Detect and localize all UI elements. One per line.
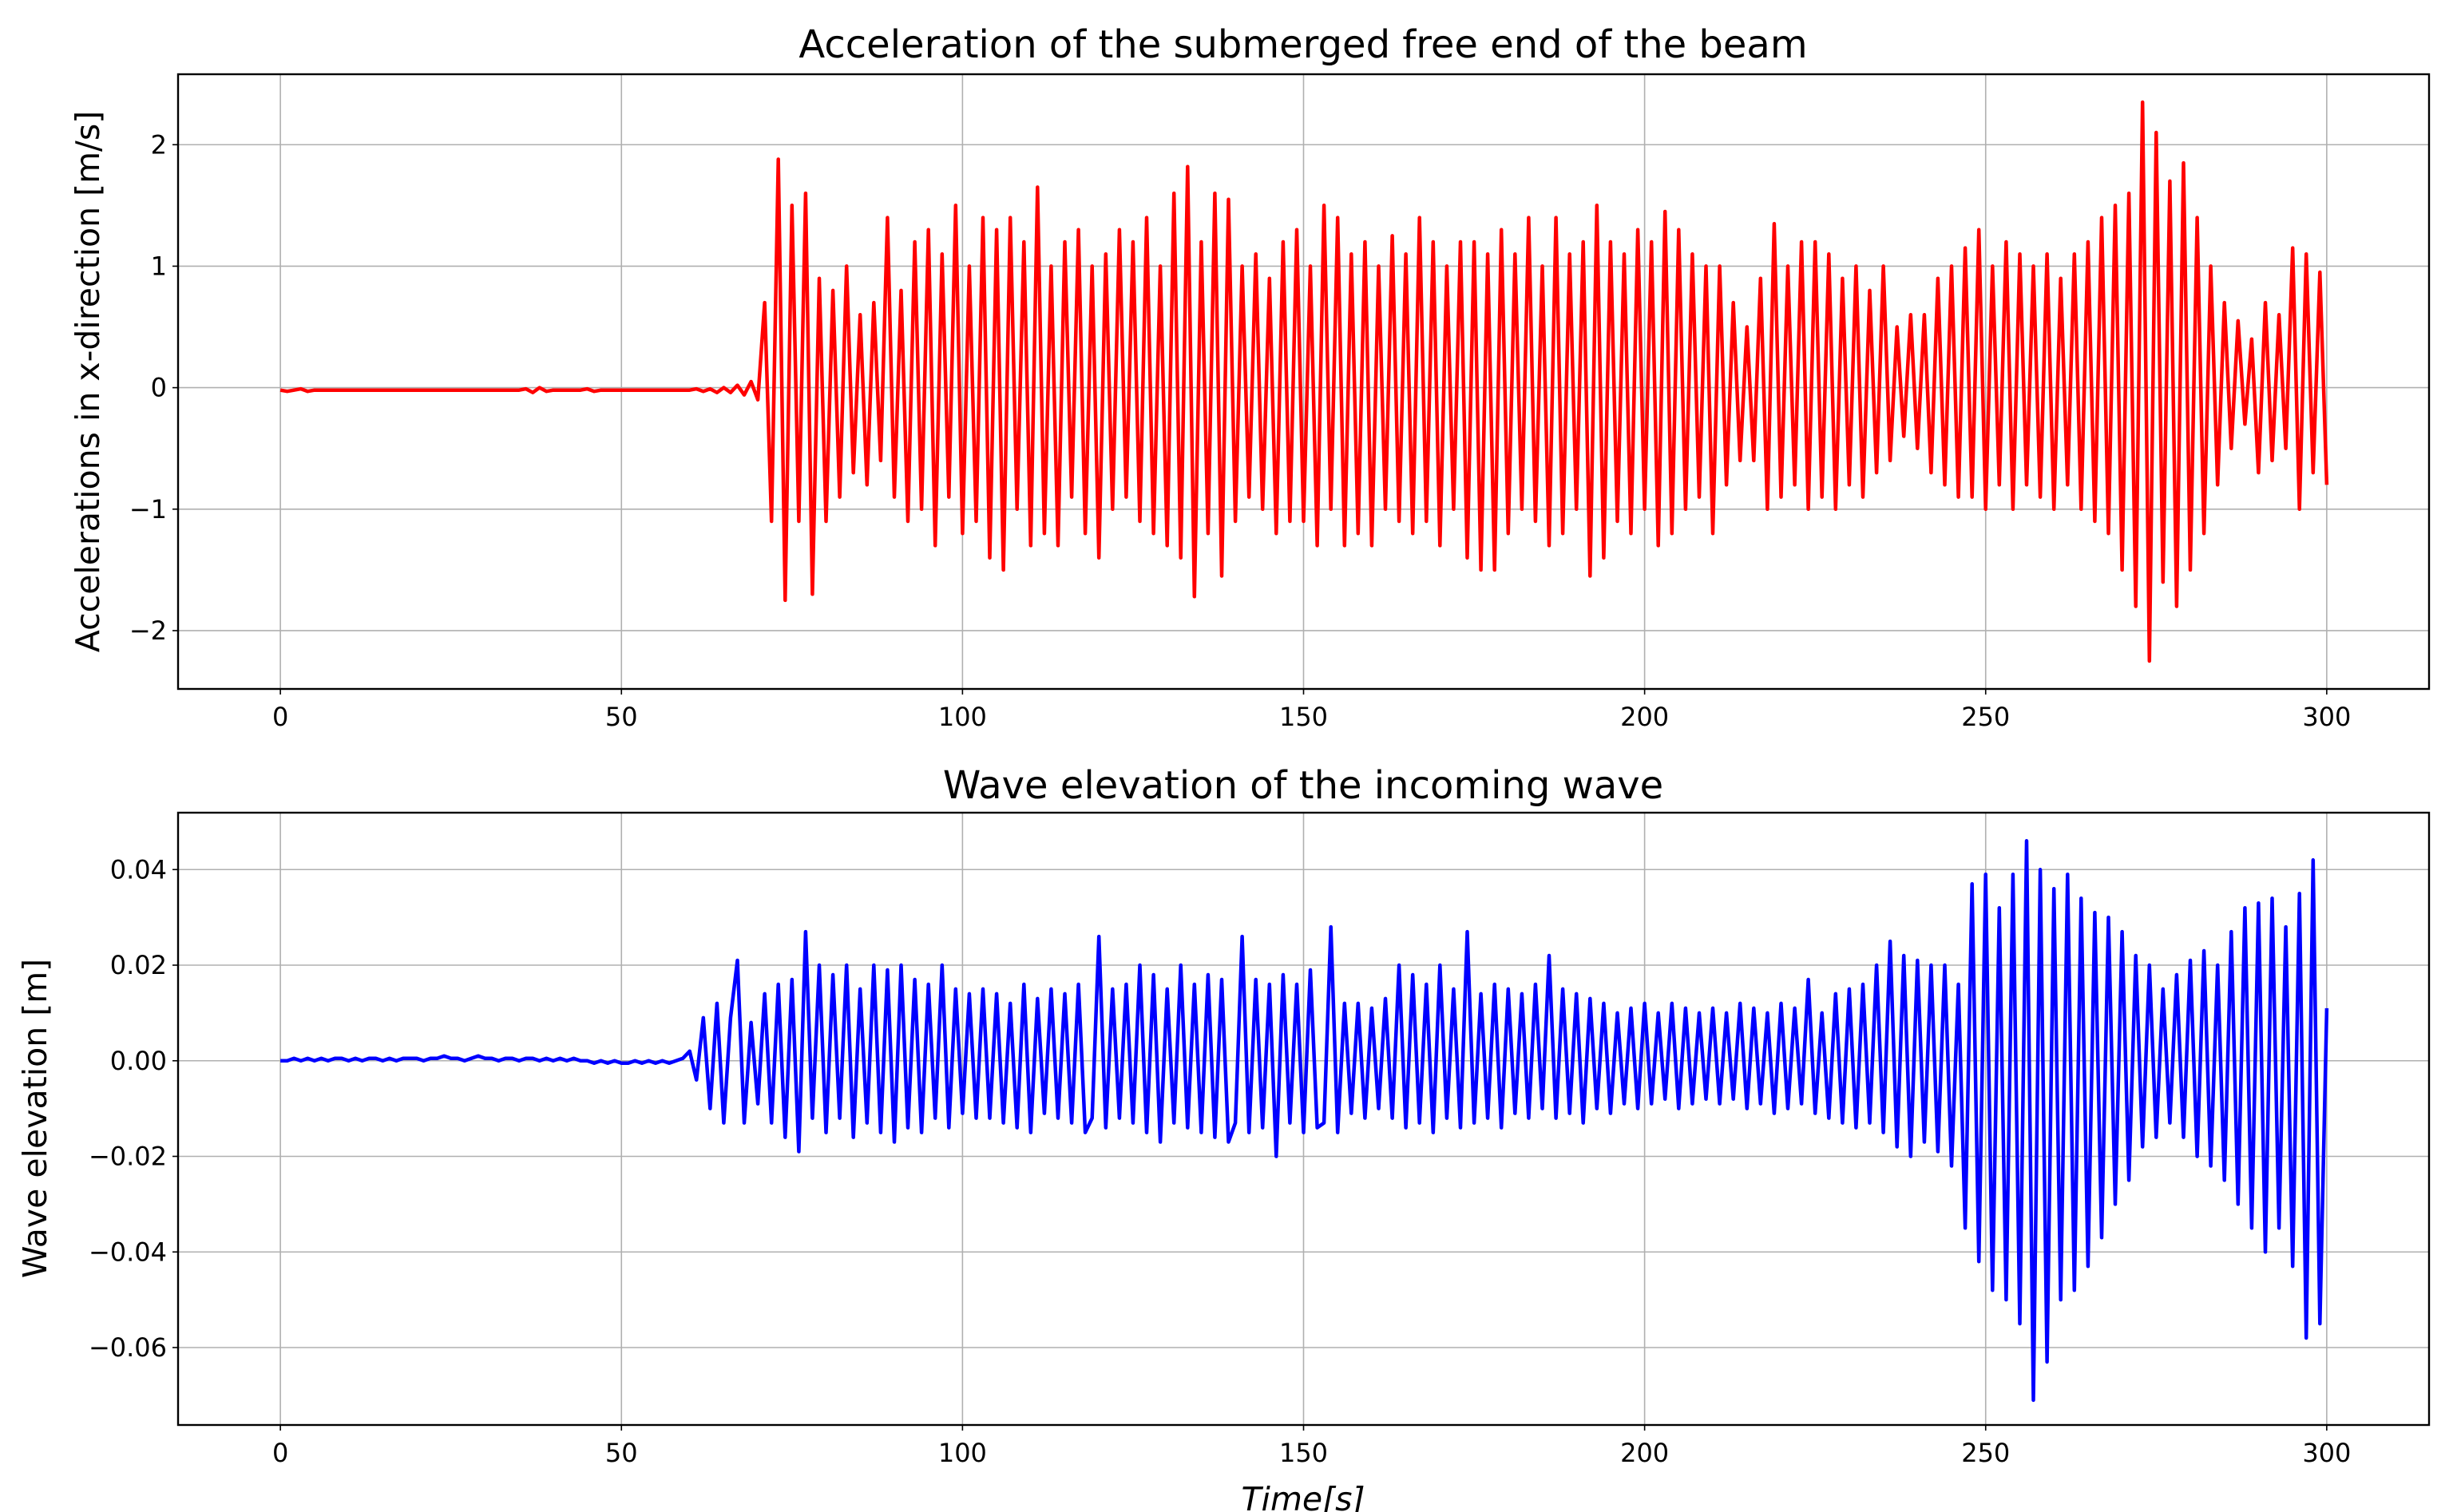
x-tick-label: 200	[1620, 702, 1669, 732]
acceleration-axes: Acceleration of the submerged free end o…	[69, 22, 2431, 732]
x-tick-label: 50	[605, 702, 638, 732]
y-axis-label: Wave elevation [m]	[16, 959, 54, 1278]
x-tick-label: 0	[272, 702, 288, 732]
x-tick-label: 250	[1961, 702, 2010, 732]
x-axis-label: Time[s]	[1242, 1480, 1365, 1512]
y-tick-label: 1	[151, 251, 167, 281]
x-tick-label: 250	[1961, 1438, 2010, 1468]
x-tick-label: 100	[938, 702, 987, 732]
y-tick-label: −1	[129, 494, 167, 524]
y-axis-label: Accelerations in x-direction [m/s]	[69, 111, 107, 652]
y-tick-label: 0.02	[110, 950, 167, 980]
x-tick-label: 200	[1620, 1438, 1669, 1468]
y-tick-label: 0	[151, 373, 167, 403]
y-tick-label: 0.04	[110, 854, 167, 885]
axes-frame	[176, 811, 2431, 1427]
y-tick-label: −0.04	[89, 1237, 167, 1267]
y-tick-label: −0.02	[89, 1142, 167, 1172]
wave-elevation-axes: Wave elevation of the incoming wave Wave…	[16, 763, 2431, 1512]
x-tick-label: 150	[1279, 702, 1328, 732]
chart-title: Wave elevation of the incoming wave	[943, 763, 1663, 808]
data-line-wave-elevation	[280, 839, 2329, 1403]
data-line-acceleration	[279, 100, 2329, 663]
y-tick-label: −2	[129, 615, 167, 646]
x-tick-label: 300	[2302, 1438, 2351, 1468]
x-tick-label: 100	[938, 1438, 987, 1468]
x-tick-label: 50	[605, 1438, 638, 1468]
chart-title: Acceleration of the submerged free end o…	[799, 22, 1807, 67]
y-tick-label: 0.00	[110, 1046, 167, 1076]
x-tick-label: 150	[1279, 1438, 1328, 1468]
x-tick-label: 300	[2302, 702, 2351, 732]
y-tick-label: −0.06	[89, 1332, 167, 1363]
x-tick-label: 0	[272, 1438, 288, 1468]
axes-frame	[176, 73, 2431, 691]
y-tick-label: 2	[151, 129, 167, 160]
